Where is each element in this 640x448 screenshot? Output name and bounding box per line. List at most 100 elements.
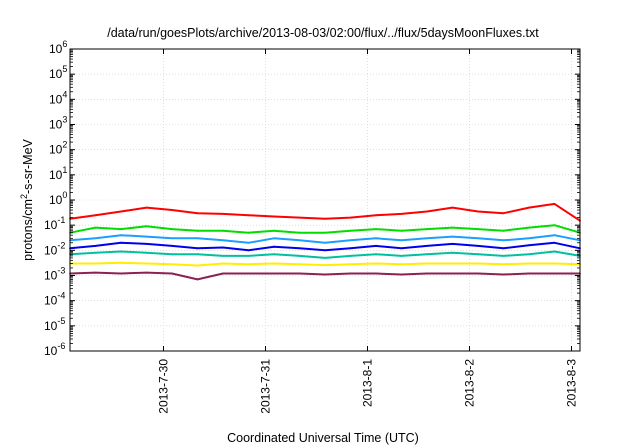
series-1-point [324,217,326,220]
series-2-point [324,231,326,234]
series-4-point [426,245,428,247]
series-1-point [349,216,352,219]
y-axis-label-sup: 2 [19,194,29,199]
series-2-point [145,225,148,228]
y-axis-label-suffix: -s-sr-MeV [21,138,35,194]
series-2-point [375,228,377,231]
series-3-point [145,235,148,238]
y-tick-label: 10-4 [44,291,65,308]
series-7-point [222,272,224,275]
series-3-point [222,239,224,242]
series-2-point [528,226,530,229]
y-tick-label-exp: -5 [57,316,65,326]
series-6-point [120,261,122,264]
series-2-point [94,226,97,229]
series-5-point [528,253,530,256]
series-3-point [426,237,428,240]
series-1-point [298,216,301,219]
x-tick-label: 2013-7-31 [259,359,273,414]
chart-title: /data/run/goesPlots/archive/2013-08-03/0… [107,26,539,40]
series-4-point [298,247,301,250]
y-tick-label-exp: 5 [62,64,67,74]
y-tick-label-exp: -3 [57,266,65,276]
series-5-point [451,251,454,254]
series-2-point [298,231,301,234]
series-5-point [349,255,352,257]
y-tick-label: 105 [49,64,67,81]
series-6-point [247,263,250,266]
series-5-point [298,255,301,257]
series-1-point [553,203,556,205]
series-4-point [273,245,275,248]
series-6-point [196,264,199,267]
y-tick-label: 10-6 [44,341,65,358]
series-3-point [196,237,199,240]
series-4-point [324,249,326,252]
series-6-point [477,262,479,265]
x-tick-label: 2013-8-1 [361,359,375,407]
series-2-point [553,224,556,227]
y-tick-label-base: 10 [44,243,58,257]
series-3-point [451,235,454,238]
series-2-point [120,228,122,231]
series-6-point [324,264,326,266]
y-tick-label-exp: -1 [57,215,65,225]
series-1-point [502,212,505,215]
series-1-point [120,210,122,213]
y-tick-label-base: 10 [49,168,63,182]
series-6-point [145,262,148,265]
y-tick-label-base: 10 [49,193,63,207]
y-tick-label-exp: 3 [62,115,67,125]
series-6-point [298,263,301,266]
y-tick-label-base: 10 [44,269,58,283]
x-tick-label: 2013-8-3 [565,359,579,407]
series-5-point [375,253,377,256]
series-6-point [451,262,454,265]
y-tick-label-base: 10 [49,118,63,132]
series-7-point [553,272,556,275]
series-7-point [324,273,326,276]
series-2-point [426,228,428,231]
series-2-point [171,228,173,231]
series-5-point [171,253,173,256]
series-1-point [477,210,479,213]
series-6-point [349,263,352,266]
series-2-point [477,228,479,231]
series-1-point [451,206,454,209]
y-tick-label-base: 10 [49,92,63,106]
series-6-point [400,263,403,266]
series-6-point [222,262,224,265]
y-tick-label-base: 10 [44,319,58,333]
series-3-point [94,237,97,240]
series-5-point [94,251,97,254]
series-7-point [502,273,505,276]
series-3-point [171,237,173,240]
series-6-point [528,262,530,265]
series-3-point [502,239,505,242]
series-2-point [502,229,505,232]
series-4-point [171,245,173,247]
y-tick-label-exp: 4 [62,89,67,99]
series-1-point [196,212,199,215]
series-7-point [451,272,454,275]
y-axis-label: protons/cm2-s-sr-MeV [19,138,35,260]
series-1-point [273,215,275,218]
y-tick-label-exp: 0 [62,190,67,200]
series-4-point [222,246,224,249]
series-4-point [247,249,250,252]
series-7-point [528,272,530,275]
series-2-point [247,231,250,234]
series-7-point [426,272,428,275]
y-tick-label-base: 10 [49,67,63,81]
series-1-point [145,206,148,209]
series-4-point [400,247,403,250]
series-1-point [426,210,428,213]
series-4-point [375,245,377,247]
y-axis-label-prefix: protons/cm [21,199,35,261]
y-tick-label: 104 [49,89,67,106]
series-3-point [528,237,530,240]
y-tick-label: 10-3 [44,266,65,283]
y-tick-label: 100 [49,190,67,207]
series-3-point [324,241,326,244]
